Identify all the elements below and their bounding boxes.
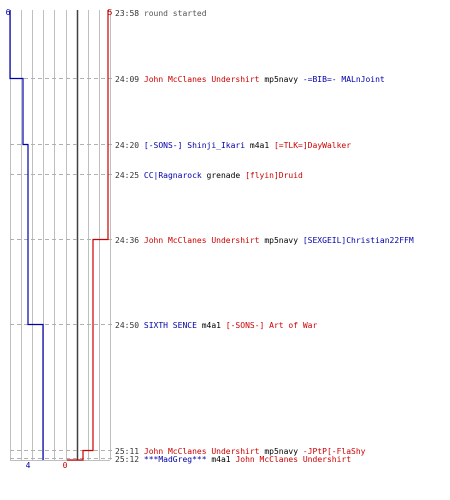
event-row: 24:20 [-SONS-] Shinji_Ikari m4a1 [=TLK=]…: [115, 141, 351, 150]
event-player: SIXTH SENCE: [144, 321, 197, 330]
event-row: 24:36 John McClanes Undershirt mp5navy […: [115, 236, 414, 245]
event-player: -JPtP[-FlaShy: [303, 447, 366, 456]
event-time: 24:36: [115, 236, 144, 245]
event-weapon: grenade: [202, 171, 245, 180]
event-player: John McClanes Undershirt: [144, 447, 260, 456]
red-team-step-line: [67, 10, 109, 461]
red-end-count: 0: [63, 461, 68, 470]
event-weapon: mp5navy: [260, 447, 303, 456]
event-time: 24:50: [115, 321, 144, 330]
event-player: [flyin]Druid: [245, 171, 303, 180]
event-row: 24:50 SIXTH SENCE m4a1 [-SONS-] Art of W…: [115, 321, 317, 330]
blue-team-step-line: [9, 10, 44, 460]
grid-layer: [10, 10, 111, 461]
event-row: 25:12 ***MadGreg*** m4a1 John McClanes U…: [115, 455, 351, 464]
event-system-text: round started: [144, 9, 207, 18]
event-row: 24:09 John McClanes Undershirt mp5navy -…: [115, 75, 385, 84]
event-player: [SEXGEIL]Christian22FFM: [303, 236, 414, 245]
event-player: [-SONS-] Shinji_Ikari: [144, 141, 245, 150]
event-weapon: m4a1: [207, 455, 236, 464]
event-player: John McClanes Undershirt: [144, 236, 260, 245]
event-row: 23:58 round started: [115, 9, 207, 18]
event-row: 25:11 John McClanes Undershirt mp5navy -…: [115, 447, 366, 456]
event-player: [-SONS-] Art of War: [226, 321, 318, 330]
event-player: ***MadGreg***: [144, 455, 207, 464]
event-weapon: m4a1: [245, 141, 274, 150]
event-time: 24:25: [115, 171, 144, 180]
event-weapon: mp5navy: [260, 236, 303, 245]
event-player: [=TLK=]DayWalker: [274, 141, 351, 150]
event-time: 24:09: [115, 75, 144, 84]
blue-end-count: 4: [26, 461, 31, 470]
event-time: 25:11: [115, 447, 144, 456]
event-time: 24:20: [115, 141, 144, 150]
count-labels: 6 5 4 0: [6, 8, 113, 470]
event-weapon: m4a1: [197, 321, 226, 330]
team-step-lines: [9, 10, 109, 461]
event-weapon: mp5navy: [260, 75, 303, 84]
event-player: CC|Ragnarock: [144, 171, 202, 180]
event-row: 24:25 CC|Ragnarock grenade [flyin]Druid: [115, 171, 303, 180]
event-player: -=BIB=- MALnJoint: [303, 75, 385, 84]
event-time: 23:58: [115, 9, 144, 18]
event-dashed-lines: [10, 78, 113, 459]
event-time: 25:12: [115, 455, 144, 464]
red-start-count: 5: [108, 8, 113, 17]
event-player: John McClanes Undershirt: [235, 455, 351, 464]
blue-start-count: 6: [6, 8, 11, 17]
event-player: John McClanes Undershirt: [144, 75, 260, 84]
event-log: 23:58 round started 24:09 John McClanes U…: [115, 9, 414, 464]
